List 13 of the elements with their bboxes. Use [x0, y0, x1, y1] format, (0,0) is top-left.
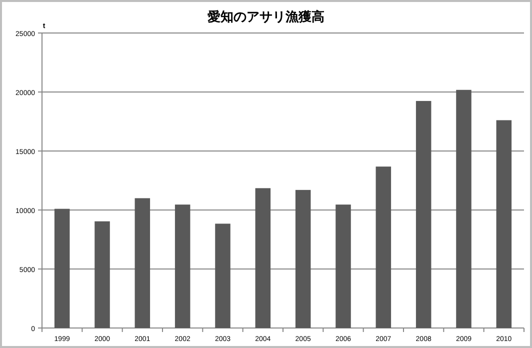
bar [336, 204, 351, 328]
bar [134, 198, 150, 328]
bar [456, 90, 472, 328]
bar [376, 166, 392, 328]
chart-title: 愛知のアサリ漁獲高 [208, 9, 324, 24]
bar [174, 204, 190, 328]
bar [215, 224, 230, 328]
bar [496, 120, 512, 328]
bar [255, 188, 271, 328]
bar [54, 208, 70, 328]
bar [295, 190, 311, 328]
bar [416, 100, 432, 328]
bar [94, 221, 110, 328]
